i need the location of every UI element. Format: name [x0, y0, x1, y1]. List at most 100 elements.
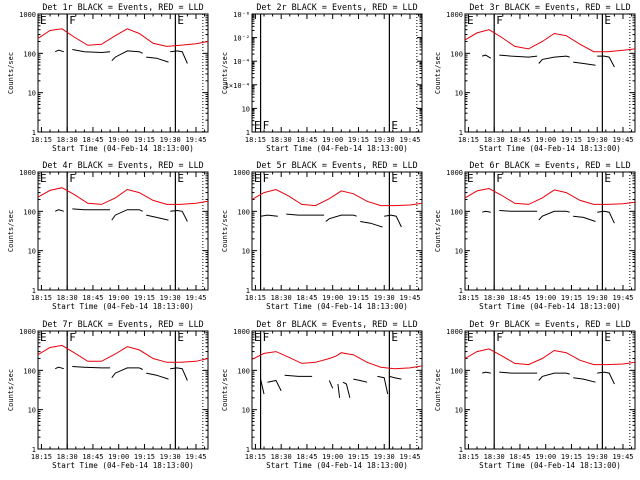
y-tick-label: 100 — [23, 367, 36, 375]
x-tick-label: 19:45 — [185, 453, 206, 461]
series-events-segment — [72, 366, 111, 369]
flag-label: E — [604, 14, 611, 27]
x-tick-label: 19:15 — [134, 453, 155, 461]
x-tick-label: 18:30 — [484, 453, 505, 461]
y-tick-label: 1000 — [446, 11, 463, 19]
series-events-segment — [325, 214, 357, 222]
series-events-segment — [170, 367, 188, 381]
series-lld-line — [464, 348, 636, 366]
y-axis-label: Counts/sec — [434, 210, 442, 252]
series-events-segment — [170, 209, 188, 222]
plot-frame — [251, 330, 423, 450]
y-axis-label: Counts/sec — [221, 210, 229, 252]
flag-label: E — [40, 172, 47, 185]
series-events-segment — [597, 210, 615, 224]
series-events-segment — [482, 210, 491, 213]
x-tick-label: 18:15 — [245, 294, 266, 302]
plot-frame — [464, 171, 636, 291]
series-events-segment — [170, 50, 188, 64]
panel-det-8r: Det 8r BLACK = Events, RED = LLD 1 10 100 10… — [221, 319, 423, 470]
x-tick-label: 18:15 — [458, 136, 479, 144]
y-tick-label: 100 — [450, 208, 463, 216]
y-tick-label: 10 — [455, 90, 463, 98]
x-tick-label: 18:30 — [271, 453, 292, 461]
x-tick-label: 18:15 — [31, 294, 52, 302]
x-tick-label: 19:45 — [185, 294, 206, 302]
y-tick-label: 10 — [28, 248, 36, 256]
y-tick-label: 10⁻⁶ — [233, 11, 250, 19]
series-events-segment — [267, 379, 282, 392]
flag-label: E — [604, 331, 611, 344]
y-tick-label: 1 — [459, 287, 463, 295]
series-events-segment — [573, 377, 596, 383]
x-tick-label: 19:30 — [587, 294, 608, 302]
x-tick-label: 18:30 — [484, 136, 505, 144]
series-events-segment — [342, 381, 351, 398]
x-tick-label: 19:30 — [374, 453, 395, 461]
x-tick-label: 18:45 — [296, 453, 317, 461]
flag-label: F — [496, 172, 503, 185]
plot-frame — [37, 171, 209, 291]
flag-label: E — [177, 172, 184, 185]
series-events-segment — [146, 56, 169, 63]
series-events-segment — [260, 378, 265, 395]
x-tick-label: 19:15 — [134, 294, 155, 302]
y-axis-label: Counts/sec — [7, 369, 15, 411]
x-axis-label: Start Time (04-Feb-14 18:13:00) — [266, 302, 408, 311]
x-tick-label: 18:45 — [509, 136, 530, 144]
x-tick-label: 18:45 — [82, 453, 103, 461]
x-tick-label: 18:15 — [458, 294, 479, 302]
panel-title: Det 3r BLACK = Events, RED = LLD — [469, 2, 630, 12]
series-events-segment — [597, 371, 615, 385]
y-tick-label: 10 — [242, 248, 250, 256]
flag-label: E — [391, 119, 398, 132]
y-axis-label: Counts/sec — [221, 52, 229, 94]
x-tick-label: 18:30 — [57, 136, 78, 144]
flag-label: F — [263, 172, 270, 185]
panel-det-1r: Det 1r BLACK = Events, RED = LLD 1 10 100 10… — [7, 2, 209, 153]
y-tick-label: 1 — [246, 446, 250, 454]
series-events-segment — [360, 221, 383, 228]
series-events-segment — [111, 50, 143, 62]
flag-label: E — [254, 172, 261, 185]
y-axis-label: Counts/sec — [7, 52, 15, 94]
x-axis-label: Start Time (04-Feb-14 18:13:00) — [479, 461, 621, 470]
y-tick-label: 1000 — [233, 169, 250, 177]
flag-label: F — [263, 119, 270, 132]
y-tick-label: 1 — [459, 446, 463, 454]
panel-det-3r: Det 3r BLACK = Events, RED = LLD 1 10 100 10… — [434, 2, 636, 153]
y-tick-label: 10 — [242, 105, 250, 113]
x-tick-label: 18:30 — [271, 294, 292, 302]
x-tick-label: 18:30 — [57, 453, 78, 461]
y-tick-label: 100 — [450, 367, 463, 375]
flag-label: F — [496, 14, 503, 27]
x-tick-label: 19:45 — [612, 294, 633, 302]
x-axis-label: Start Time (04-Feb-14 18:13:00) — [52, 144, 194, 153]
series-events-segment — [72, 208, 111, 211]
x-tick-label: 19:15 — [134, 136, 155, 144]
x-tick-label: 19:30 — [160, 453, 181, 461]
x-axis-label: Start Time (04-Feb-14 18:13:00) — [52, 302, 194, 311]
x-tick-label: 19:15 — [348, 453, 369, 461]
x-axis-label: Start Time (04-Feb-14 18:13:00) — [266, 461, 408, 470]
x-tick-label: 19:00 — [108, 294, 129, 302]
y-tick-label: 1000 — [446, 328, 463, 336]
plot-frame — [37, 330, 209, 450]
x-tick-label: 18:15 — [458, 453, 479, 461]
x-tick-label: 19:45 — [185, 136, 206, 144]
series-lld-line — [251, 351, 423, 370]
y-tick-label: 100 — [23, 208, 36, 216]
flag-label: F — [263, 331, 270, 344]
y-tick-label: 10 — [455, 407, 463, 415]
series-lld-line — [251, 188, 423, 207]
flag-label: E — [467, 172, 474, 185]
series-lld-line — [464, 187, 636, 205]
x-tick-label: 19:00 — [535, 453, 556, 461]
y-tick-label: 1000 — [446, 169, 463, 177]
x-tick-label: 19:30 — [160, 136, 181, 144]
plot-frame — [464, 13, 636, 133]
plot-frame — [464, 330, 636, 450]
panel-det-6r: Det 6r BLACK = Events, RED = LLD 1 10 100 10… — [434, 160, 636, 311]
panel-det-5r: Det 5r BLACK = Events, RED = LLD 1 10 100 10… — [221, 160, 423, 311]
series-events-segment — [499, 54, 538, 58]
